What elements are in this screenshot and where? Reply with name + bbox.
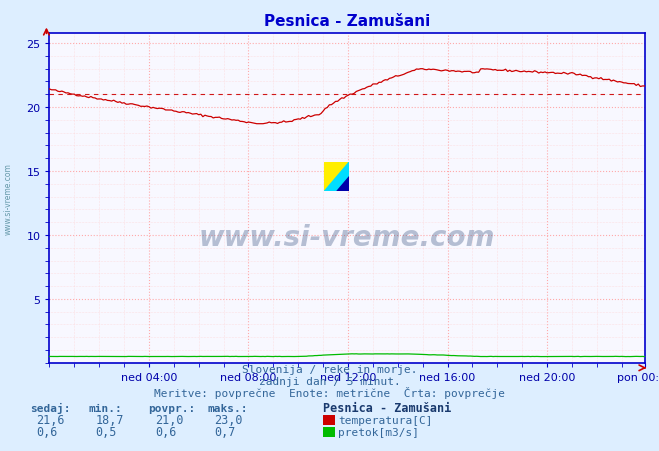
Polygon shape (324, 162, 349, 192)
Polygon shape (324, 162, 349, 192)
Title: Pesnica - Zamušani: Pesnica - Zamušani (264, 14, 430, 28)
Text: www.si-vreme.com: www.si-vreme.com (199, 224, 495, 252)
Text: 23,0: 23,0 (214, 413, 243, 426)
Text: www.si-vreme.com: www.si-vreme.com (3, 162, 13, 235)
Text: povpr.:: povpr.: (148, 403, 196, 413)
Text: min.:: min.: (89, 403, 123, 413)
Text: pretok[m3/s]: pretok[m3/s] (338, 427, 419, 437)
Text: Slovenija / reke in morje.: Slovenija / reke in morje. (242, 364, 417, 374)
Text: 18,7: 18,7 (96, 413, 124, 426)
Text: maks.:: maks.: (208, 403, 248, 413)
Polygon shape (337, 177, 349, 192)
Text: 0,5: 0,5 (96, 425, 117, 438)
Text: Meritve: povprečne  Enote: metrične  Črta: povprečje: Meritve: povprečne Enote: metrične Črta:… (154, 387, 505, 398)
Text: Pesnica - Zamušani: Pesnica - Zamušani (323, 401, 451, 414)
Text: 21,6: 21,6 (36, 413, 65, 426)
Text: zadnji dan / 5 minut.: zadnji dan / 5 minut. (258, 376, 401, 386)
Text: 21,0: 21,0 (155, 413, 183, 426)
Text: sedaj:: sedaj: (30, 402, 70, 413)
Text: 0,6: 0,6 (36, 425, 57, 438)
Text: temperatura[C]: temperatura[C] (338, 415, 432, 425)
Text: 0,6: 0,6 (155, 425, 176, 438)
Text: 0,7: 0,7 (214, 425, 235, 438)
